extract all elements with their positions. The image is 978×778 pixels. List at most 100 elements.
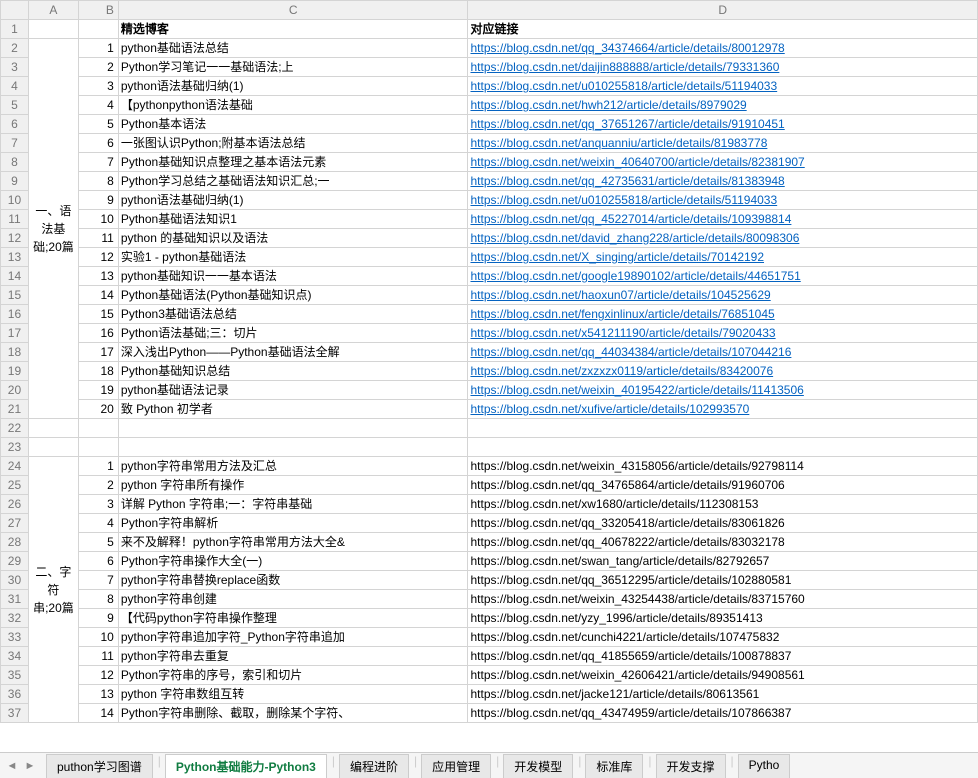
cell[interactable]	[468, 438, 978, 457]
url-link[interactable]: https://blog.csdn.net/X_singing/article/…	[470, 250, 764, 264]
title-cell[interactable]: 实验1 - python基础语法	[118, 248, 468, 267]
url-link[interactable]: https://blog.csdn.net/hwh212/article/det…	[470, 98, 746, 112]
row-num[interactable]: 7	[78, 153, 118, 172]
row-num[interactable]: 17	[78, 343, 118, 362]
url-cell[interactable]: https://blog.csdn.net/weixin_40640700/ar…	[468, 153, 978, 172]
title-cell[interactable]: Python字符串删除、截取，删除某个字符、	[118, 704, 468, 723]
title-cell[interactable]: Python基础语法知识1	[118, 210, 468, 229]
url-link[interactable]: https://blog.csdn.net/qq_45227014/articl…	[470, 212, 791, 226]
row-header[interactable]: 22	[1, 419, 29, 438]
url-link[interactable]: https://blog.csdn.net/qq_44034384/articl…	[470, 345, 791, 359]
row-header[interactable]: 35	[1, 666, 29, 685]
sheet-tab[interactable]: 编程进阶	[339, 754, 409, 778]
url-cell[interactable]: https://blog.csdn.net/cunchi4221/article…	[468, 628, 978, 647]
row-header[interactable]: 24	[1, 457, 29, 476]
row-header[interactable]: 7	[1, 134, 29, 153]
url-cell[interactable]: https://blog.csdn.net/qq_34765864/articl…	[468, 476, 978, 495]
tab-next-icon[interactable]: ►	[22, 758, 38, 774]
url-cell[interactable]: https://blog.csdn.net/qq_36512295/articl…	[468, 571, 978, 590]
cell[interactable]	[78, 438, 118, 457]
row-header[interactable]: 6	[1, 115, 29, 134]
url-cell[interactable]: https://blog.csdn.net/qq_42735631/articl…	[468, 172, 978, 191]
header-title[interactable]: 精选博客	[118, 20, 468, 39]
row-header[interactable]: 11	[1, 210, 29, 229]
tab-prev-icon[interactable]: ◄	[4, 758, 20, 774]
title-cell[interactable]: 深入浅出Python——Python基础语法全解	[118, 343, 468, 362]
row-num[interactable]: 2	[78, 58, 118, 77]
url-cell[interactable]: https://blog.csdn.net/david_zhang228/art…	[468, 229, 978, 248]
url-cell[interactable]: https://blog.csdn.net/u010255818/article…	[468, 77, 978, 96]
row-header[interactable]: 25	[1, 476, 29, 495]
title-cell[interactable]: Python语法基础;三：切片	[118, 324, 468, 343]
row-num[interactable]: 6	[78, 552, 118, 571]
row-header[interactable]: 28	[1, 533, 29, 552]
col-header[interactable]: A	[28, 1, 78, 20]
row-header[interactable]: 27	[1, 514, 29, 533]
url-cell[interactable]: https://blog.csdn.net/daijin888888/artic…	[468, 58, 978, 77]
row-header[interactable]: 21	[1, 400, 29, 419]
row-num[interactable]: 3	[78, 77, 118, 96]
url-link[interactable]: https://blog.csdn.net/xufive/article/det…	[470, 402, 749, 416]
url-cell[interactable]: https://blog.csdn.net/zxzxzx0119/article…	[468, 362, 978, 381]
row-num[interactable]: 11	[78, 647, 118, 666]
row-header[interactable]: 9	[1, 172, 29, 191]
corner-cell[interactable]	[1, 1, 29, 20]
url-cell[interactable]: https://blog.csdn.net/weixin_40195422/ar…	[468, 381, 978, 400]
sheet-tab[interactable]: Python基础能力-Python3	[165, 754, 327, 778]
row-num[interactable]: 1	[78, 457, 118, 476]
url-cell[interactable]: https://blog.csdn.net/X_singing/article/…	[468, 248, 978, 267]
title-cell[interactable]: 【代码python字符串操作整理	[118, 609, 468, 628]
row-num[interactable]: 6	[78, 134, 118, 153]
cell[interactable]	[28, 419, 78, 438]
row-num[interactable]: 14	[78, 286, 118, 305]
col-header[interactable]: C	[118, 1, 468, 20]
row-num[interactable]: 4	[78, 96, 118, 115]
row-header[interactable]: 1	[1, 20, 29, 39]
url-cell[interactable]: https://blog.csdn.net/google19890102/art…	[468, 267, 978, 286]
row-header[interactable]: 34	[1, 647, 29, 666]
row-num[interactable]: 2	[78, 476, 118, 495]
title-cell[interactable]: Python学习笔记一一基础语法;上	[118, 58, 468, 77]
title-cell[interactable]: python语法基础归纳(1)	[118, 191, 468, 210]
url-cell[interactable]: https://blog.csdn.net/swan_tang/article/…	[468, 552, 978, 571]
title-cell[interactable]: python基础语法总结	[118, 39, 468, 58]
sheet-tab[interactable]: 标准库	[585, 754, 643, 778]
url-cell[interactable]: https://blog.csdn.net/qq_43474959/articl…	[468, 704, 978, 723]
row-num[interactable]: 12	[78, 666, 118, 685]
title-cell[interactable]: python字符串替换replace函数	[118, 571, 468, 590]
row-num[interactable]: 10	[78, 210, 118, 229]
url-link[interactable]: https://blog.csdn.net/fengxinlinux/artic…	[470, 307, 774, 321]
cell[interactable]	[78, 419, 118, 438]
section-label[interactable]: 一、语法基础;20篇	[28, 39, 78, 419]
url-link[interactable]: https://blog.csdn.net/weixin_40195422/ar…	[470, 383, 803, 397]
header-link[interactable]: 对应链接	[468, 20, 978, 39]
row-num[interactable]: 9	[78, 191, 118, 210]
title-cell[interactable]: 详解 Python 字符串;一：字符串基础	[118, 495, 468, 514]
row-header[interactable]: 37	[1, 704, 29, 723]
row-header[interactable]: 12	[1, 229, 29, 248]
row-header[interactable]: 20	[1, 381, 29, 400]
title-cell[interactable]: python 的基础知识以及语法	[118, 229, 468, 248]
row-header[interactable]: 32	[1, 609, 29, 628]
row-header[interactable]: 3	[1, 58, 29, 77]
title-cell[interactable]: python字符串追加字符_Python字符串追加	[118, 628, 468, 647]
row-num[interactable]: 16	[78, 324, 118, 343]
row-num[interactable]: 7	[78, 571, 118, 590]
url-link[interactable]: https://blog.csdn.net/qq_37651267/articl…	[470, 117, 784, 131]
url-cell[interactable]: https://blog.csdn.net/qq_45227014/articl…	[468, 210, 978, 229]
row-num[interactable]: 18	[78, 362, 118, 381]
row-num[interactable]: 13	[78, 685, 118, 704]
cell[interactable]	[118, 419, 468, 438]
url-link[interactable]: https://blog.csdn.net/u010255818/article…	[470, 79, 777, 93]
row-num[interactable]: 19	[78, 381, 118, 400]
url-cell[interactable]: https://blog.csdn.net/haoxun07/article/d…	[468, 286, 978, 305]
row-header[interactable]: 5	[1, 96, 29, 115]
row-header[interactable]: 36	[1, 685, 29, 704]
title-cell[interactable]: Python基础知识总结	[118, 362, 468, 381]
url-link[interactable]: https://blog.csdn.net/daijin888888/artic…	[470, 60, 779, 74]
url-link[interactable]: https://blog.csdn.net/haoxun07/article/d…	[470, 288, 770, 302]
col-header[interactable]: B	[78, 1, 118, 20]
url-cell[interactable]: https://blog.csdn.net/yzy_1996/article/d…	[468, 609, 978, 628]
title-cell[interactable]: python 字符串所有操作	[118, 476, 468, 495]
url-link[interactable]: https://blog.csdn.net/anquanniu/article/…	[470, 136, 767, 150]
